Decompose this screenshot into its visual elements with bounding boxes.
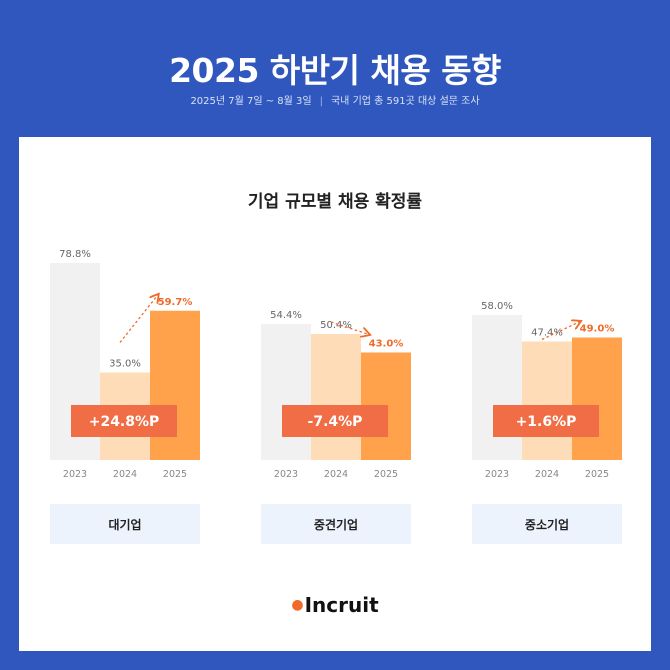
bar-2024 xyxy=(522,341,572,460)
group-label-box xyxy=(261,504,411,544)
change-label: +1.6%P xyxy=(516,414,577,430)
chart-card: 기업 규모별 채용 확정률 78.8% 2023 35.0% 2024 59.7% 202… xyxy=(19,137,651,651)
survey-info: 2025년 7월 7일 ~ 8월 3일 | 국내 기업 총 591곳 대상 설문 조… xyxy=(0,92,670,107)
x-tick-label: 2025 xyxy=(374,469,398,480)
chart-title: 기업 규모별 채용 확정률 xyxy=(247,192,423,212)
data-label: 58.0% xyxy=(481,301,513,312)
trend-arrow xyxy=(541,322,580,341)
x-tick-label: 2023 xyxy=(485,469,509,480)
separator: | xyxy=(319,96,323,107)
group-label: 대기업 xyxy=(108,517,141,532)
x-tick-label: 2024 xyxy=(324,469,348,480)
bar-2023 xyxy=(472,315,522,460)
group-label: 중견기업 xyxy=(314,517,358,532)
data-label: 47.4% xyxy=(531,328,563,339)
trend-arrow xyxy=(330,321,369,335)
change-badge xyxy=(493,405,599,437)
x-tick-label: 2024 xyxy=(113,469,137,480)
data-label: 78.8% xyxy=(59,249,91,260)
x-tick-label: 2023 xyxy=(63,469,87,480)
survey-description: 국내 기업 총 591곳 대상 설문 조사 xyxy=(330,96,480,107)
data-label: 59.7% xyxy=(158,297,193,308)
group-label-box xyxy=(472,504,622,544)
incruit-logo: ●Incruit xyxy=(19,593,651,617)
data-label: 54.4% xyxy=(270,310,302,321)
trend-arrow xyxy=(119,295,158,343)
group-label: 중소기업 xyxy=(525,517,569,532)
data-label: 49.0% xyxy=(580,324,615,335)
bar-chart: 78.8% 2023 35.0% 2024 59.7% 2025 +24.8%P 대기업 54.… xyxy=(50,249,622,544)
x-tick-label: 2025 xyxy=(585,469,609,480)
data-label: 50.4% xyxy=(320,320,352,331)
data-label: 43.0% xyxy=(369,339,404,350)
change-badge xyxy=(71,405,177,437)
bar-2025 xyxy=(150,310,200,460)
x-tick-label: 2023 xyxy=(274,469,298,480)
change-label: +24.8%P xyxy=(89,414,160,430)
bar-2025 xyxy=(572,337,622,460)
bar-2023 xyxy=(261,324,311,460)
change-badge xyxy=(282,405,388,437)
x-tick-label: 2025 xyxy=(163,469,187,480)
x-tick-label: 2024 xyxy=(535,469,559,480)
bar-2024 xyxy=(311,334,361,460)
change-label: -7.4%P xyxy=(308,414,363,430)
survey-date-range: 2025년 7월 7일 ~ 8월 3일 xyxy=(190,96,312,107)
group-label-box xyxy=(50,504,200,544)
data-label: 35.0% xyxy=(109,359,141,370)
page-title: 2025 하반기 채용 동향 xyxy=(169,51,501,90)
logo-text: Incruit xyxy=(304,593,379,617)
location-pin-icon: ● xyxy=(291,597,304,613)
